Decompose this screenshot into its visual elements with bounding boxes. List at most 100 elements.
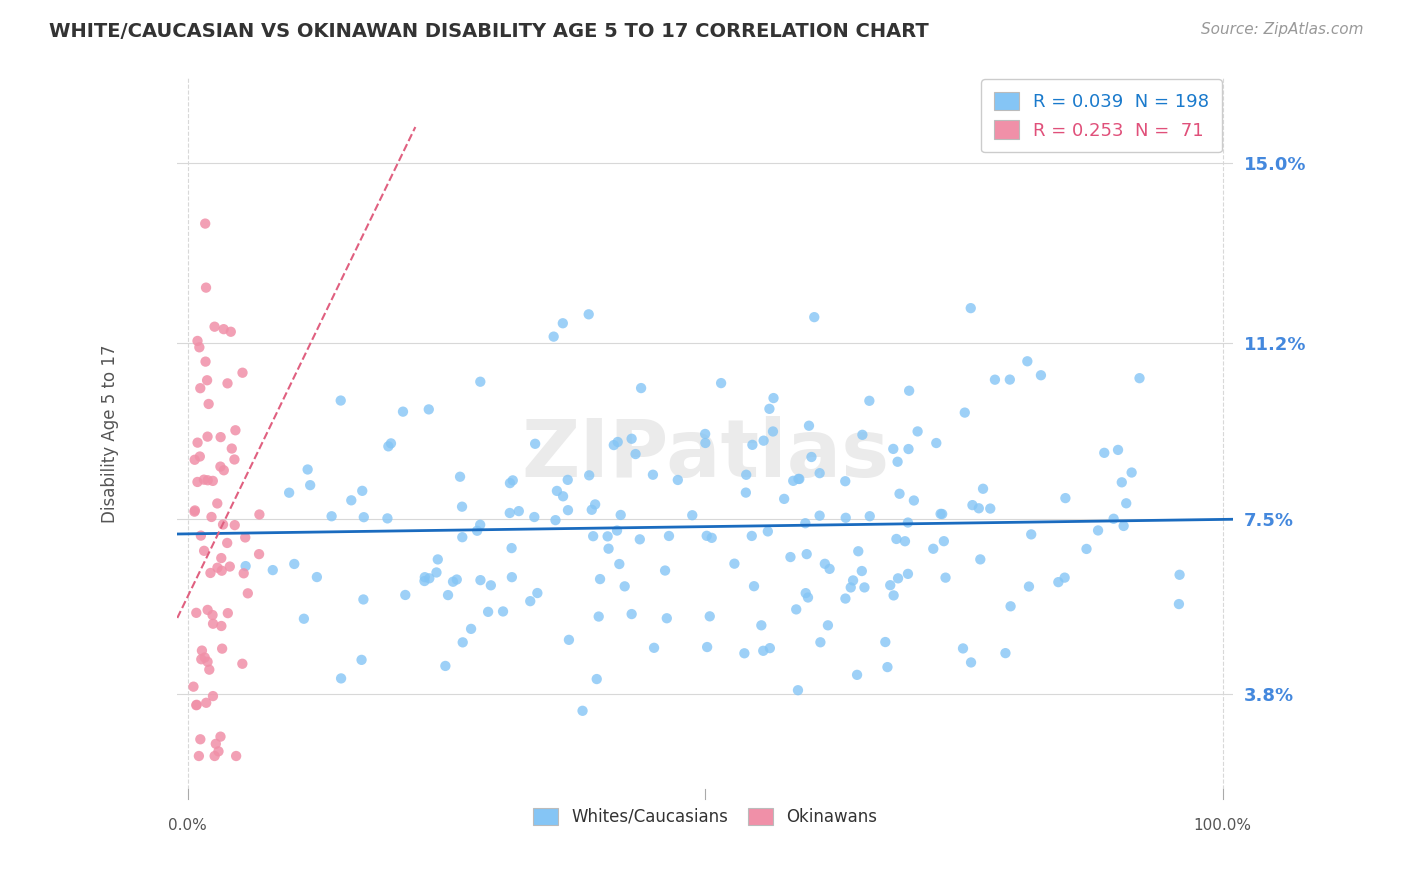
Point <box>377 439 399 453</box>
Point <box>190 652 212 666</box>
Point <box>413 574 436 588</box>
Text: ZIPatlas: ZIPatlas <box>522 416 889 493</box>
Point <box>193 544 215 558</box>
Point <box>603 438 626 452</box>
Point <box>186 334 208 348</box>
Point <box>853 581 876 595</box>
Point <box>394 588 416 602</box>
Point <box>499 506 522 520</box>
Point <box>212 322 235 336</box>
Point <box>834 474 856 488</box>
Point <box>1102 512 1125 526</box>
Point <box>380 436 402 450</box>
Point <box>460 622 482 636</box>
Point <box>953 406 976 420</box>
Point <box>846 544 869 558</box>
Point <box>929 507 952 521</box>
Point <box>734 485 756 500</box>
Point <box>700 531 723 545</box>
Point <box>752 434 775 448</box>
Point <box>194 217 217 231</box>
Point <box>209 459 232 474</box>
Point <box>1053 571 1076 585</box>
Point <box>787 472 810 486</box>
Point <box>839 581 862 595</box>
Point <box>613 579 636 593</box>
Point <box>193 473 215 487</box>
Point <box>1087 524 1109 538</box>
Point <box>233 531 256 545</box>
Point <box>418 402 440 417</box>
Point <box>187 435 209 450</box>
Point <box>1112 519 1135 533</box>
Point <box>526 586 548 600</box>
Point <box>470 517 492 532</box>
Point <box>846 668 869 682</box>
Point <box>782 474 804 488</box>
Point <box>543 329 565 343</box>
Point <box>789 472 811 486</box>
Point <box>606 524 628 538</box>
Point <box>1018 580 1040 594</box>
Point <box>202 616 225 631</box>
Point <box>666 473 689 487</box>
Point <box>834 591 856 606</box>
Point <box>194 354 217 368</box>
Point <box>392 404 415 418</box>
Point <box>209 619 232 633</box>
Point <box>952 641 974 656</box>
Point <box>197 473 219 487</box>
Point <box>796 547 818 561</box>
Point <box>654 564 676 578</box>
Point <box>197 655 219 669</box>
Point <box>876 660 898 674</box>
Point <box>907 425 929 439</box>
Point <box>1019 527 1042 541</box>
Point <box>212 463 235 477</box>
Text: Disability Age 5 to 17: Disability Age 5 to 17 <box>101 344 120 523</box>
Point <box>278 485 301 500</box>
Point <box>808 466 831 480</box>
Point <box>1076 541 1098 556</box>
Point <box>967 501 990 516</box>
Point <box>624 447 647 461</box>
Point <box>607 557 630 571</box>
Point <box>479 578 502 592</box>
Point <box>186 606 208 620</box>
Point <box>773 491 796 506</box>
Point <box>1054 491 1077 505</box>
Point <box>797 418 820 433</box>
Point <box>581 503 603 517</box>
Point <box>681 508 703 523</box>
Point <box>882 442 904 456</box>
Point <box>200 566 222 580</box>
Point <box>446 573 468 587</box>
Point <box>897 442 920 456</box>
Point <box>207 560 229 574</box>
Point <box>620 432 643 446</box>
Point <box>283 557 305 571</box>
Point <box>217 376 239 391</box>
Point <box>925 436 948 450</box>
Point <box>204 749 226 764</box>
Point <box>292 612 315 626</box>
Point <box>696 640 718 654</box>
Point <box>508 504 530 518</box>
Point <box>551 316 574 330</box>
Point <box>898 384 921 398</box>
Point <box>434 659 457 673</box>
Point <box>589 572 612 586</box>
Point <box>842 574 865 588</box>
Point <box>641 467 664 482</box>
Point <box>195 373 218 387</box>
Point <box>352 483 374 498</box>
Point <box>451 500 474 514</box>
Point <box>972 482 994 496</box>
Point <box>1121 466 1143 480</box>
Point <box>198 663 221 677</box>
Point <box>710 376 733 390</box>
Point <box>903 493 925 508</box>
Point <box>211 564 233 578</box>
Point <box>787 683 810 698</box>
Text: 100.0%: 100.0% <box>1194 818 1251 833</box>
